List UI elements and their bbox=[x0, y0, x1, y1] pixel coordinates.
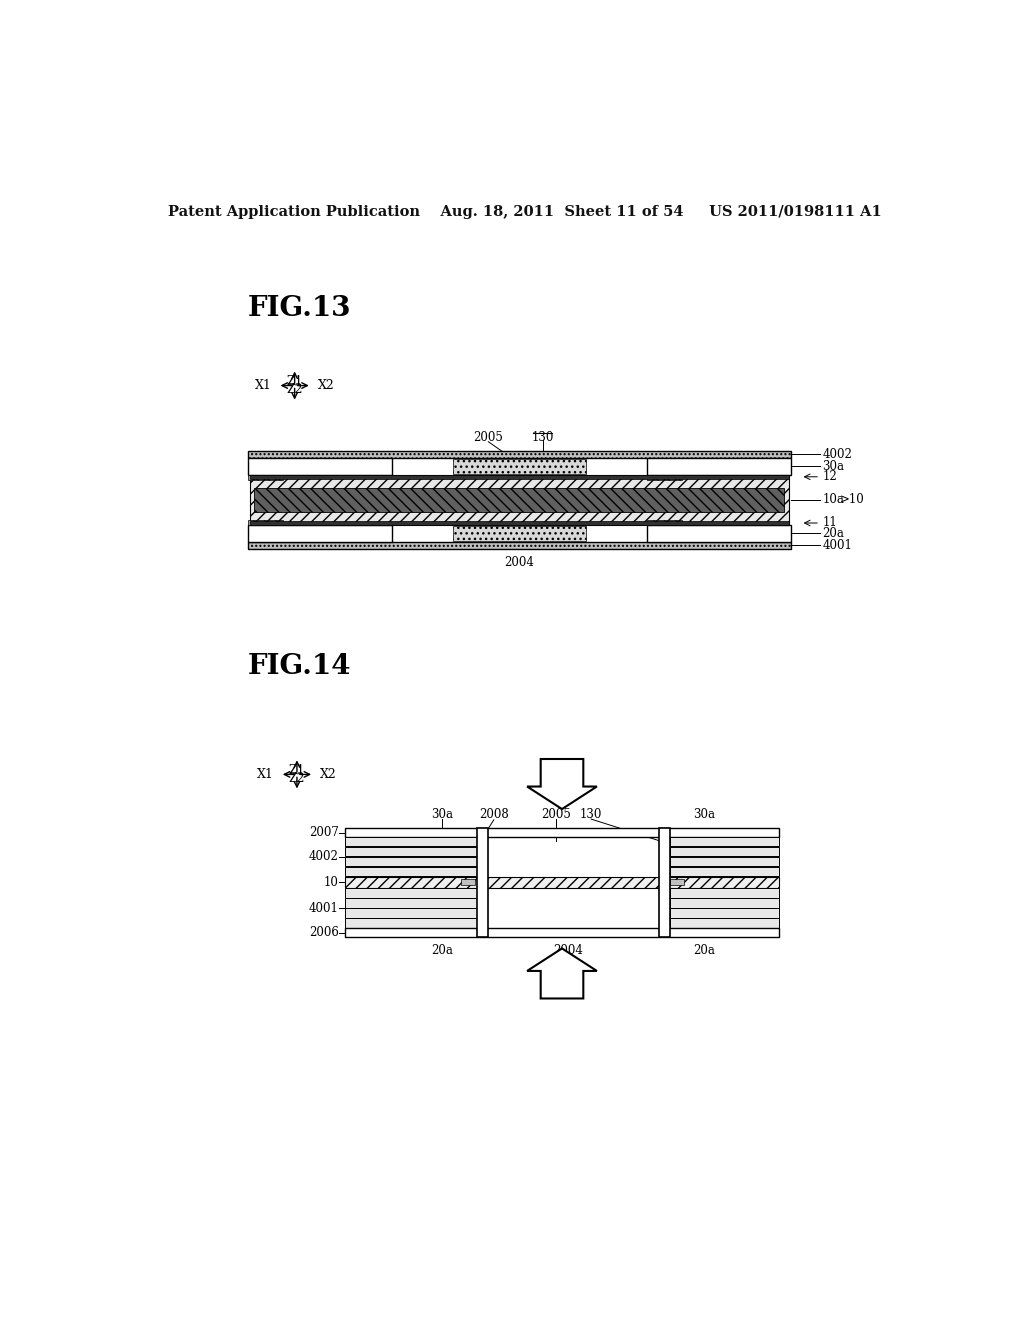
Bar bbox=[453, 525, 586, 541]
Text: 130: 130 bbox=[531, 430, 554, 444]
Bar bbox=[345, 857, 477, 866]
Bar bbox=[248, 520, 283, 525]
Bar bbox=[461, 879, 475, 886]
Bar bbox=[670, 837, 779, 846]
Bar bbox=[670, 847, 779, 857]
Bar bbox=[248, 543, 791, 549]
Bar bbox=[250, 475, 790, 479]
Bar bbox=[670, 899, 779, 908]
Text: 2008: 2008 bbox=[479, 808, 509, 821]
Bar bbox=[670, 879, 684, 886]
Bar bbox=[345, 867, 477, 876]
Text: 4002: 4002 bbox=[309, 850, 339, 863]
Polygon shape bbox=[527, 949, 597, 998]
Text: 10: 10 bbox=[324, 875, 339, 888]
Bar bbox=[658, 829, 670, 937]
Bar bbox=[453, 459, 586, 474]
Text: X1: X1 bbox=[257, 768, 273, 781]
Text: 11: 11 bbox=[822, 516, 838, 529]
Bar bbox=[647, 525, 791, 543]
Text: 4001: 4001 bbox=[309, 902, 339, 915]
Bar bbox=[254, 488, 784, 512]
Bar bbox=[345, 829, 779, 837]
Bar bbox=[248, 525, 391, 543]
Text: X2: X2 bbox=[317, 379, 335, 392]
Text: 2007: 2007 bbox=[309, 826, 339, 840]
Text: Z2: Z2 bbox=[289, 772, 305, 785]
Text: 2004: 2004 bbox=[505, 556, 535, 569]
Polygon shape bbox=[527, 759, 597, 809]
Text: 20a: 20a bbox=[822, 527, 844, 540]
Text: X1: X1 bbox=[255, 379, 271, 392]
Text: >10: >10 bbox=[840, 494, 864, 507]
Bar bbox=[670, 857, 779, 866]
Bar bbox=[345, 919, 477, 928]
Bar bbox=[248, 458, 391, 475]
Bar bbox=[248, 451, 791, 458]
Bar bbox=[345, 876, 779, 887]
Bar bbox=[670, 908, 779, 917]
Bar bbox=[670, 867, 779, 876]
Bar bbox=[250, 521, 790, 525]
Text: Z1: Z1 bbox=[287, 375, 303, 388]
Text: 130: 130 bbox=[580, 808, 602, 821]
Text: Z1: Z1 bbox=[289, 763, 305, 776]
Bar bbox=[250, 475, 790, 525]
Bar bbox=[477, 829, 487, 937]
Text: 2005: 2005 bbox=[473, 430, 504, 444]
Text: 2005: 2005 bbox=[542, 808, 571, 821]
Text: 30a: 30a bbox=[431, 808, 453, 821]
Bar bbox=[345, 888, 477, 898]
Text: 10a: 10a bbox=[822, 494, 844, 507]
Text: Patent Application Publication    Aug. 18, 2011  Sheet 11 of 54     US 2011/0198: Patent Application Publication Aug. 18, … bbox=[168, 206, 882, 219]
Text: 4001: 4001 bbox=[822, 539, 852, 552]
Bar bbox=[647, 475, 682, 480]
Bar bbox=[345, 908, 477, 917]
Bar bbox=[647, 458, 791, 475]
Bar bbox=[345, 847, 477, 857]
Text: 20a: 20a bbox=[693, 944, 716, 957]
Bar bbox=[670, 888, 779, 898]
Text: X2: X2 bbox=[321, 768, 337, 781]
Text: 2004: 2004 bbox=[553, 944, 583, 957]
Text: 30a: 30a bbox=[822, 459, 845, 473]
Bar bbox=[345, 899, 477, 908]
Text: 4002: 4002 bbox=[822, 447, 852, 461]
Text: 2006: 2006 bbox=[309, 927, 339, 939]
Bar bbox=[670, 919, 779, 928]
Bar bbox=[345, 928, 779, 937]
Text: 30a: 30a bbox=[693, 808, 716, 821]
Text: 20a: 20a bbox=[431, 944, 453, 957]
Bar bbox=[345, 837, 477, 846]
Text: Z2: Z2 bbox=[287, 383, 303, 396]
Text: 12: 12 bbox=[822, 470, 838, 483]
Bar bbox=[647, 520, 682, 525]
Text: FIG.14: FIG.14 bbox=[248, 653, 351, 680]
Text: FIG.13: FIG.13 bbox=[248, 296, 351, 322]
Bar bbox=[248, 475, 283, 480]
